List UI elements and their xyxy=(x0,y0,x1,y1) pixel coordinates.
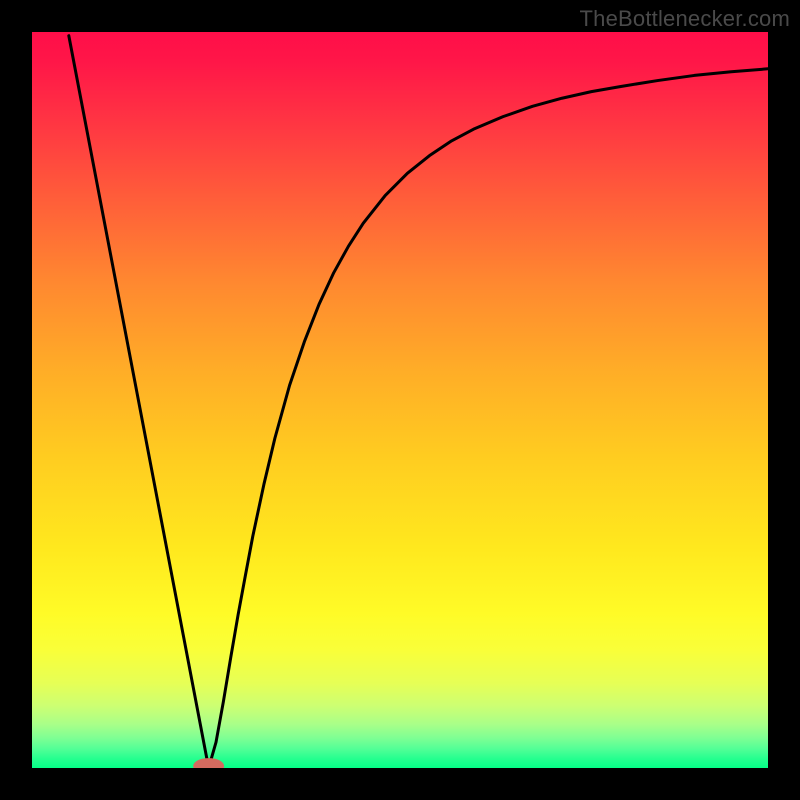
gradient-background xyxy=(32,32,768,768)
watermark-text: TheBottlenecker.com xyxy=(580,6,790,32)
bottleneck-curve-chart xyxy=(32,32,768,768)
chart-plot-area xyxy=(32,32,768,768)
